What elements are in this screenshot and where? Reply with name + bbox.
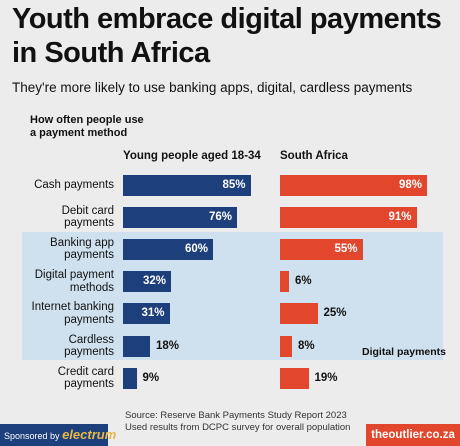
category-axis-label: How often people use a payment method [30, 114, 144, 139]
value-label: 91% [388, 210, 412, 223]
highlight-band [22, 232, 443, 360]
value-label: 6% [295, 275, 312, 288]
site-name: theoutlier.co.za [366, 424, 460, 446]
category-label: Credit card payments [57, 365, 114, 391]
value-label: 9% [142, 371, 160, 384]
chart-subtitle: They're more likely to use banking apps,… [12, 80, 413, 95]
bar [280, 303, 318, 325]
value-label: 32% [142, 275, 166, 288]
bar [123, 206, 237, 228]
value-label: 18% [156, 339, 180, 352]
bar [280, 335, 292, 357]
bar [280, 367, 309, 389]
value-label: 19% [314, 371, 338, 384]
value-label: 25% [323, 307, 347, 320]
value-label: 85% [222, 178, 246, 191]
sponsor-text: Sponsored by [4, 431, 60, 441]
bar [123, 367, 137, 389]
chart-title: Youth embrace digital payments in South … [12, 3, 442, 69]
value-label: 60% [184, 242, 208, 255]
value-label: 55% [334, 242, 358, 255]
category-label: Digital payment methods [34, 269, 114, 294]
source: Source: Reserve Bank Payments Study Repo… [125, 410, 350, 434]
category-label: Cardless payments [64, 333, 114, 359]
source-line: Used results from DCPC survey for overal… [125, 422, 351, 433]
highlight-label: Digital payments [362, 346, 447, 358]
category-label: Cash payments [34, 178, 114, 191]
bar [123, 271, 171, 293]
value-label: 31% [141, 307, 165, 320]
sponsor-brand: electrum [62, 427, 117, 442]
value-label: 8% [298, 339, 315, 352]
bar [123, 303, 170, 325]
bar [280, 271, 289, 293]
legend-entry: Young people aged 18-34 [123, 150, 261, 162]
bar [280, 174, 427, 196]
source-line: Source: Reserve Bank Payments Study Repo… [125, 410, 347, 421]
category-label: Internet banking payments [31, 301, 114, 326]
value-label: 76% [208, 210, 232, 223]
bar [123, 174, 251, 196]
legend-entry: South Africa [280, 150, 348, 162]
category-label: Debit card payments [61, 204, 114, 230]
category-label: Banking app payments [50, 236, 114, 262]
bar [280, 238, 363, 260]
value-label: 98% [398, 178, 422, 191]
bar [123, 238, 213, 260]
bar [123, 335, 150, 357]
sponsor: Sponsored by electrum [0, 424, 116, 446]
bar [280, 206, 417, 228]
